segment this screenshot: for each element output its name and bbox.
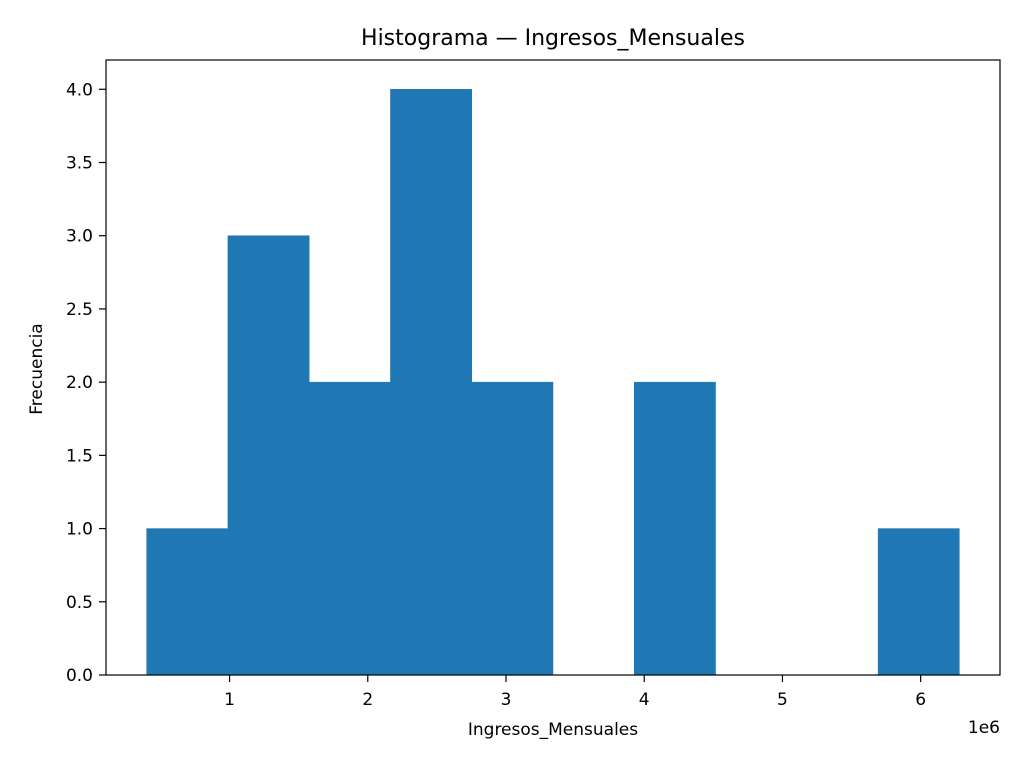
y-tick-label: 1.5 [66,446,93,466]
histogram-bar-10 [877,528,960,676]
plot-frame [105,59,1001,676]
x-tick-label: 2 [362,690,373,710]
y-tick-label: 0.0 [66,666,93,686]
y-axis-label: Frecuencia [27,323,47,414]
histogram-bar-5 [471,381,554,676]
y-tick-label: 0.5 [66,593,93,613]
x-tick-label: 4 [639,690,650,710]
histogram-bar-7 [634,381,716,676]
bars-group [146,89,960,676]
y-tick-label: 4.0 [66,80,93,100]
y-tick-label: 2.0 [66,373,93,393]
histogram-bar-1 [146,528,229,676]
x-tick-label: 3 [501,690,512,710]
x-offset-text: 1e6 [968,718,1000,738]
histogram-bar-3 [308,381,391,676]
x-axis-label: Ingresos_Mensuales [468,720,638,740]
y-tick-label: 3.5 [66,154,93,174]
x-tick-label: 1 [224,690,235,710]
y-tick-label: 1.0 [66,520,93,540]
histogram-bar-4 [390,89,472,676]
histogram-bar-2 [227,235,310,676]
y-axis: 0.0 0.5 1.0 1.5 2.0 2.5 3.0 3.5 4.0 [66,80,106,686]
x-axis: 1 2 3 4 5 6 [224,675,926,710]
chart-title: Histograma — Ingresos_Mensuales [361,26,745,51]
x-tick-label: 5 [777,690,788,710]
y-tick-label: 2.5 [66,300,93,320]
y-tick-label: 3.0 [66,227,93,247]
x-tick-label: 6 [915,690,926,710]
